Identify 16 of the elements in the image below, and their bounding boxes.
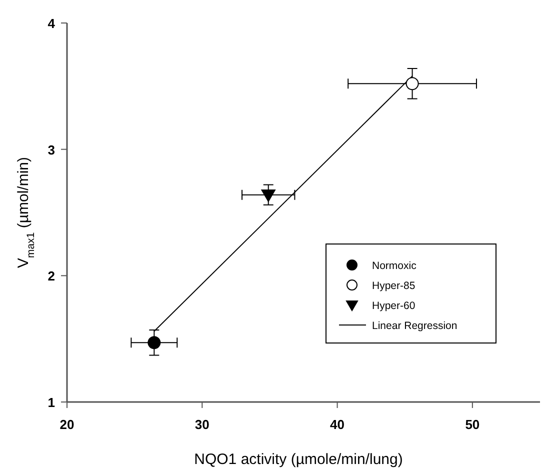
y-tick-label: 4 [48,16,56,31]
y-tick-label: 3 [48,142,55,158]
y-tick-label: 2 [48,268,55,284]
point [148,336,161,350]
point [261,190,276,202]
x-tick-label: 30 [194,417,210,432]
x-axis-title: NQO1 activity (µmole/min/lung) [194,451,403,468]
legend-label: Linear Regression [372,320,458,332]
legend-label: Hyper-85 [372,280,416,292]
x-tick-label: 50 [465,417,480,432]
y-tick-label: 1 [48,395,55,410]
point [406,77,419,90]
legend-label: Hyper-60 [372,300,416,312]
legend-label: Normoxic [372,260,416,272]
x-tick-label: 20 [60,417,74,432]
x-tick-label: 40 [330,417,345,432]
